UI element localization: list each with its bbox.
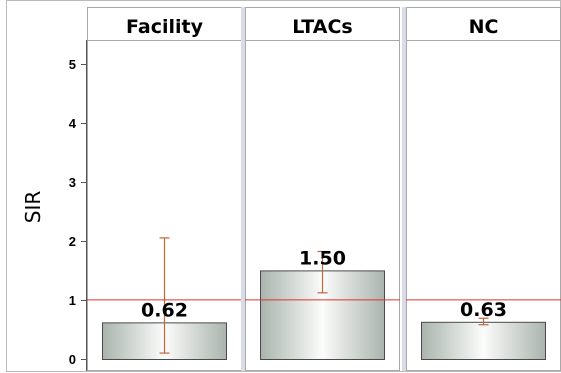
y-axis-title: SIR	[21, 191, 45, 224]
category-panels: Facility 0.62 LTACs 1.50 NC 0.63	[87, 7, 561, 371]
y-tick-label: 3	[69, 175, 76, 190]
panel-nc: NC 0.63	[406, 7, 561, 371]
panel-header-label: Facility	[126, 16, 204, 38]
panel-facility: Facility 0.62	[87, 7, 242, 371]
y-axis-ticks: 0 1 2 3 4 5	[69, 57, 86, 367]
data-label: 1.50	[299, 247, 346, 269]
panel-ltacs: LTACs 1.50	[245, 7, 400, 371]
panel-frame	[406, 40, 561, 371]
y-tick-label: 2	[69, 234, 76, 249]
y-tick-label: 1	[69, 293, 76, 308]
panel-header	[87, 7, 242, 41]
y-tick-label: 5	[69, 57, 76, 72]
data-label: 0.62	[141, 299, 188, 321]
y-tick-label: 4	[69, 116, 77, 131]
panel-gap	[402, 7, 406, 371]
y-tick-label: 0	[69, 352, 76, 367]
panel-gap	[241, 7, 245, 371]
data-label: 0.63	[460, 299, 507, 321]
panel-header	[245, 7, 400, 41]
panel-header-label: NC	[469, 16, 499, 38]
panel-header-label: LTACs	[292, 16, 352, 38]
bar	[421, 321, 546, 360]
panel-header	[406, 7, 561, 41]
